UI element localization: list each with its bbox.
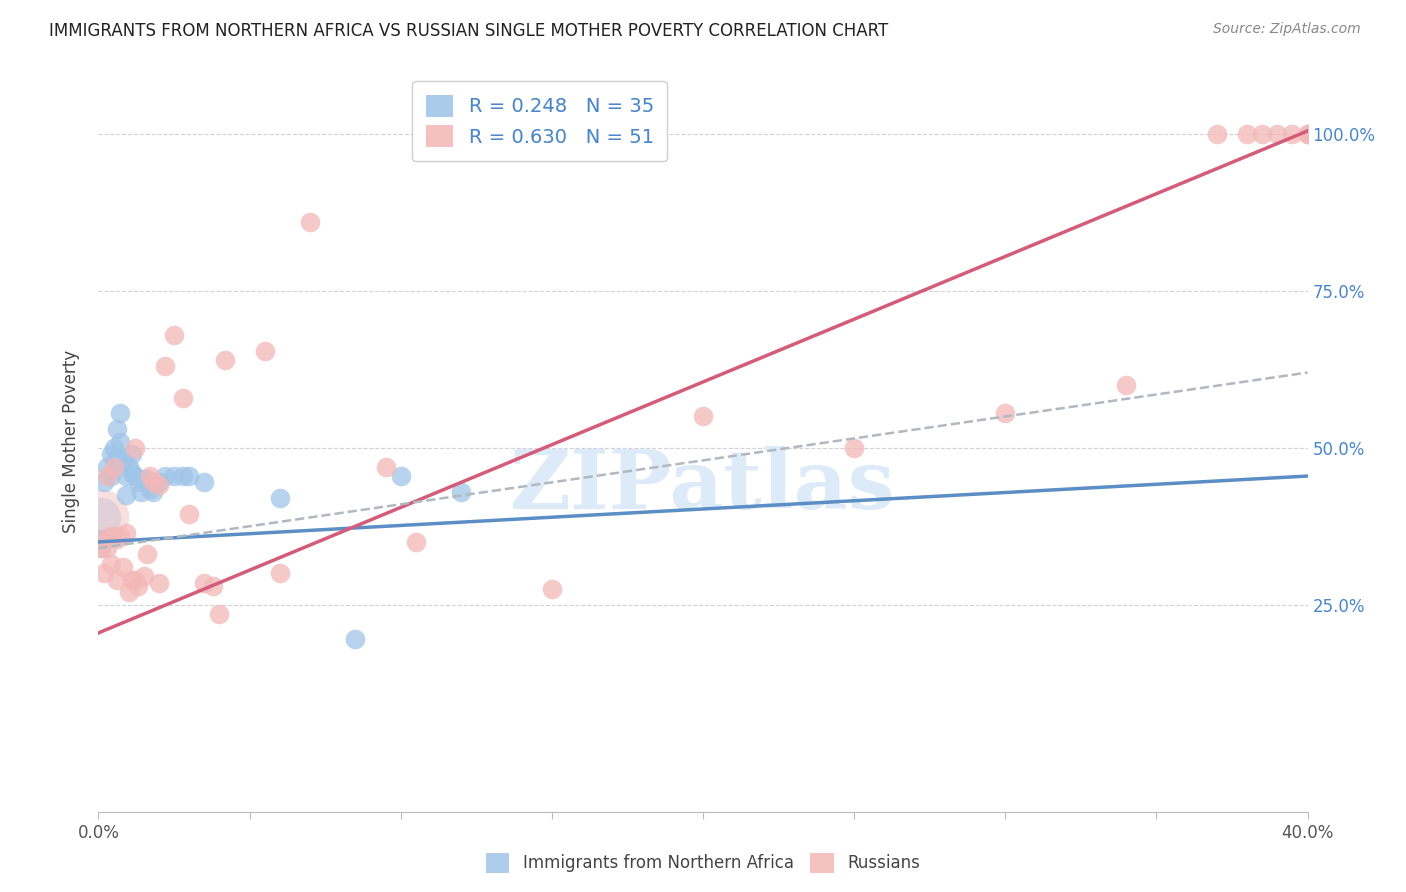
Point (114, 525, 136, 540)
Point (100, 469, 122, 483)
Point (450, 484, 472, 499)
Point (96, 469, 118, 483)
Point (100, 447, 122, 461)
Legend: R = 0.248   N = 35, R = 0.630   N = 51: R = 0.248 N = 35, R = 0.630 N = 51 (412, 81, 668, 161)
Point (253, 343, 276, 358)
Point (269, 491, 291, 505)
Point (142, 475, 165, 490)
Point (540, 582, 562, 596)
Point (132, 472, 155, 486)
Point (108, 529, 131, 543)
Point (111, 560, 134, 574)
Point (148, 575, 170, 590)
Point (1267, 127, 1289, 141)
Point (214, 353, 236, 368)
Point (1296, 127, 1319, 141)
Point (153, 359, 176, 374)
Point (108, 406, 131, 420)
Point (389, 469, 412, 483)
Point (148, 478, 170, 492)
Text: Source: ZipAtlas.com: Source: ZipAtlas.com (1213, 22, 1361, 37)
Point (90, 532, 112, 546)
Point (90, 541, 112, 556)
Legend: Immigrants from Northern Africa, Russians: Immigrants from Northern Africa, Russian… (479, 847, 927, 880)
Point (124, 573, 146, 587)
Point (90, 509, 112, 524)
Point (1296, 127, 1319, 141)
Point (114, 488, 136, 502)
Point (111, 453, 134, 467)
Point (114, 469, 136, 483)
Point (269, 566, 291, 581)
Point (193, 475, 215, 490)
Point (118, 585, 141, 599)
Point (121, 573, 143, 587)
Point (108, 434, 131, 449)
Point (105, 573, 128, 587)
Point (172, 469, 194, 483)
Point (103, 459, 125, 474)
Point (148, 475, 170, 490)
Point (93, 566, 115, 581)
Text: IMMIGRANTS FROM NORTHERN AFRICA VS RUSSIAN SINGLE MOTHER POVERTY CORRELATION CHA: IMMIGRANTS FROM NORTHERN AFRICA VS RUSSI… (49, 22, 889, 40)
Point (299, 215, 322, 229)
Point (90, 541, 112, 556)
Point (1251, 127, 1274, 141)
Point (1281, 127, 1303, 141)
Point (844, 441, 866, 455)
Point (127, 579, 149, 593)
Point (124, 441, 146, 455)
Point (692, 409, 714, 424)
Point (208, 607, 231, 621)
Point (405, 535, 427, 549)
Point (179, 469, 201, 483)
Point (1115, 378, 1137, 392)
Point (135, 548, 157, 562)
Point (96, 541, 118, 556)
Point (127, 475, 149, 490)
Point (202, 579, 225, 593)
Point (124, 469, 146, 483)
Point (100, 529, 122, 543)
Point (139, 469, 162, 483)
Point (1296, 127, 1319, 141)
Point (100, 557, 122, 571)
Y-axis label: Single Mother Poverty: Single Mother Poverty (62, 350, 80, 533)
Point (121, 466, 143, 480)
Point (163, 327, 186, 342)
Point (90, 509, 112, 524)
Point (163, 469, 186, 483)
Point (374, 459, 396, 474)
Point (193, 575, 215, 590)
Point (994, 406, 1017, 420)
Point (1236, 127, 1258, 141)
Point (93, 532, 115, 546)
Point (344, 632, 367, 647)
Point (105, 422, 128, 436)
Point (129, 484, 152, 499)
Point (105, 532, 128, 546)
Point (142, 484, 165, 499)
Point (179, 507, 201, 521)
Point (103, 529, 125, 543)
Point (93, 475, 115, 490)
Point (172, 391, 194, 405)
Point (132, 569, 155, 583)
Point (105, 450, 128, 465)
Text: ZIPatlas: ZIPatlas (510, 446, 896, 526)
Point (135, 472, 157, 486)
Point (1206, 127, 1229, 141)
Point (121, 447, 143, 461)
Point (103, 457, 125, 471)
Point (118, 459, 141, 474)
Point (103, 441, 125, 455)
Point (96, 459, 118, 474)
Point (139, 482, 162, 496)
Point (153, 469, 176, 483)
